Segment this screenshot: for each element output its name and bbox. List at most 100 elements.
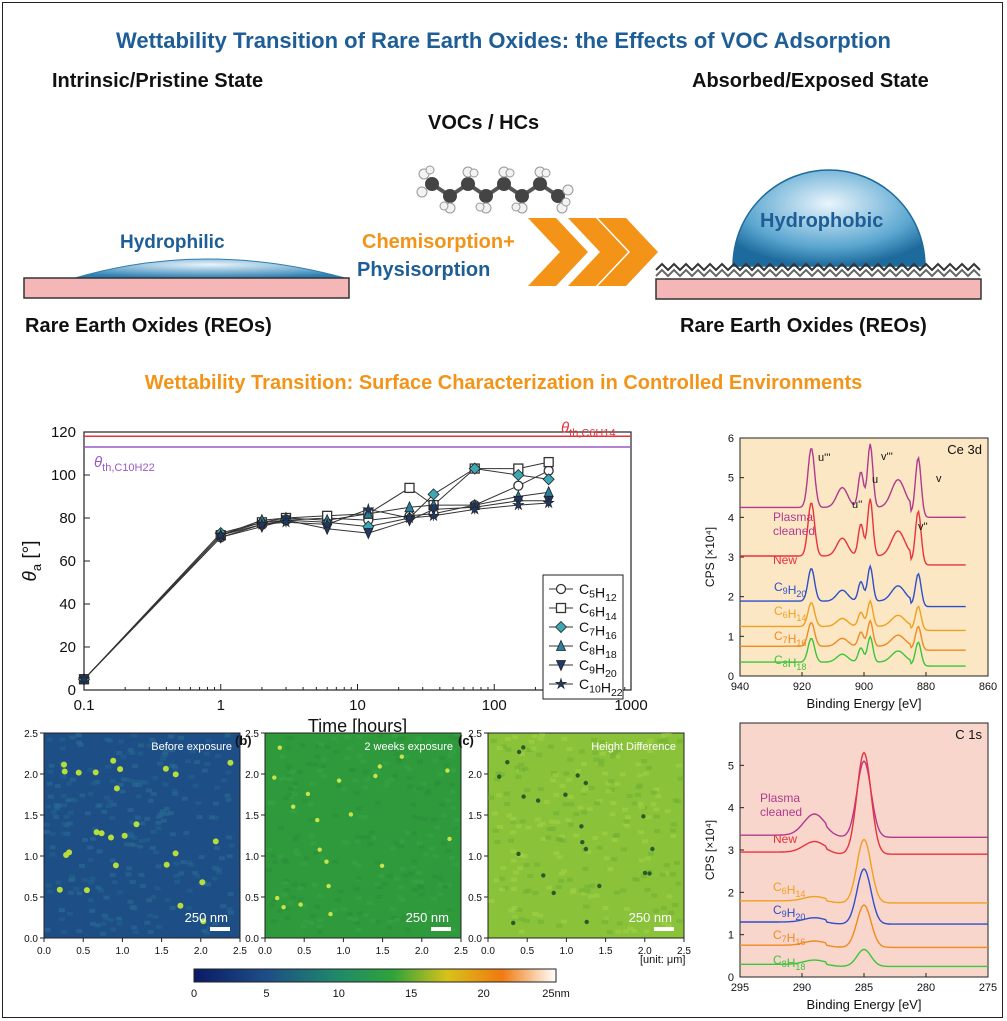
formula-label: C6H14 <box>579 600 617 623</box>
series-C5H12 <box>78 465 554 685</box>
afm-texture <box>377 733 384 738</box>
afm-texture <box>127 808 134 813</box>
afm-texture <box>670 834 677 839</box>
afm-texture <box>352 917 359 922</box>
afm-texture <box>635 785 642 790</box>
afm-texture <box>626 794 633 799</box>
afm-panel-label: Before exposure <box>151 741 232 753</box>
afm-texture <box>224 733 231 738</box>
afm-texture <box>672 903 679 908</box>
afm-texture <box>661 921 668 925</box>
afm-texture <box>664 809 671 814</box>
afm-texture <box>138 779 145 784</box>
afm-panel-letter: (b) <box>235 733 252 748</box>
afm-texture <box>578 749 585 754</box>
afm-panel: Height Difference 250 nm <box>487 732 685 939</box>
afm-texture <box>653 787 660 792</box>
vocs-label: VOCs / HCs <box>428 112 540 134</box>
afm-texture <box>354 839 361 844</box>
afm-particle <box>521 794 526 799</box>
afm-texture <box>127 750 134 755</box>
spectrum-line <box>740 948 988 968</box>
afm-image <box>43 732 241 939</box>
afm-texture <box>132 930 139 935</box>
afm-texture <box>384 780 391 785</box>
afm-texture <box>61 930 67 935</box>
afm-texture <box>126 866 133 871</box>
afm-texture <box>334 749 341 754</box>
afm-particle <box>272 775 277 780</box>
afm-texture <box>581 810 588 815</box>
afm-texture <box>334 898 341 903</box>
afm-texture <box>504 801 511 806</box>
afm-texture <box>344 755 351 760</box>
afm-texture <box>416 816 423 821</box>
afm-texture <box>638 830 644 835</box>
afm-texture <box>577 805 584 810</box>
y-axis-label: CPS [×10⁴] <box>703 820 717 880</box>
x-axis-label: Binding Energy [eV] <box>807 696 922 711</box>
afm-texture <box>109 816 116 820</box>
afm-texture <box>67 810 74 815</box>
afm-texture <box>660 872 667 877</box>
y-tick-label: 1.5 <box>245 811 259 822</box>
afm-texture <box>111 880 118 885</box>
afm-texture <box>157 811 164 816</box>
afm-texture <box>71 798 78 803</box>
afm-texture <box>389 846 396 851</box>
afm-particle <box>399 754 404 759</box>
afm-texture <box>169 906 176 910</box>
afm-texture <box>66 821 73 826</box>
afm-texture <box>619 772 626 777</box>
y-tick-label: 5 <box>728 760 734 772</box>
section-title: Wettability Transition: Surface Characte… <box>144 372 863 394</box>
afm-texture <box>511 905 518 910</box>
afm-texture <box>452 826 459 831</box>
afm-texture <box>387 919 394 924</box>
afm-texture <box>545 885 552 890</box>
afm-texture <box>63 815 70 820</box>
series-line <box>83 468 549 680</box>
afm-texture <box>373 919 380 924</box>
afm-texture <box>308 921 315 925</box>
afm-texture <box>216 870 223 875</box>
afm-texture <box>297 897 304 902</box>
afm-texture <box>645 815 652 820</box>
right-state-heading: Absorbed/Exposed State <box>692 70 929 92</box>
afm-texture <box>507 838 514 843</box>
afm-texture <box>87 845 94 850</box>
afm-texture <box>133 780 140 784</box>
afm-particle <box>275 895 280 901</box>
y-tick-label: 0.0 <box>468 934 482 945</box>
formula-label: C9H20 <box>579 657 617 680</box>
afm-texture <box>368 830 375 835</box>
afm-texture <box>437 892 444 897</box>
afm-texture <box>131 835 138 840</box>
afm-texture <box>637 801 644 806</box>
afm-texture <box>606 930 613 935</box>
afm-texture <box>585 850 592 854</box>
afm-particle <box>583 780 588 786</box>
afm-texture <box>560 919 567 924</box>
afm-texture <box>101 809 108 814</box>
afm-texture <box>187 746 194 751</box>
afm-particle <box>511 920 516 926</box>
afm-particle <box>315 817 320 823</box>
series-C6H14 <box>78 456 554 685</box>
afm-texture <box>394 876 401 881</box>
afm-panel-label: 2 weeks exposure <box>364 741 453 753</box>
afm-texture <box>605 789 612 794</box>
x-tick-label: 0.5 <box>297 946 311 957</box>
afm-texture <box>614 754 621 759</box>
formula-label: C7H16 <box>579 619 617 642</box>
afm-texture <box>370 835 377 840</box>
afm-texture <box>283 888 290 892</box>
afm-texture <box>169 763 176 768</box>
afm-texture <box>391 733 398 738</box>
afm-texture <box>515 824 522 829</box>
afm-texture <box>611 857 618 862</box>
afm-texture <box>452 862 459 867</box>
afm-texture <box>424 791 431 796</box>
afm-texture <box>664 743 671 747</box>
